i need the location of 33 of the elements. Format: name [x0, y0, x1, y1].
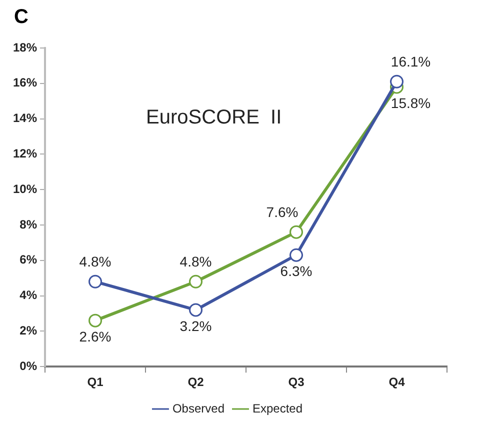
- data-label: 6.3%: [280, 262, 312, 279]
- y-tick-label: 4%: [20, 288, 38, 302]
- y-tick-label: 10%: [12, 182, 38, 196]
- x-tick-label: Q3: [288, 375, 305, 390]
- legend-label: Expected: [252, 401, 303, 416]
- point: [390, 74, 404, 88]
- x-tick-label: Q2: [188, 375, 204, 390]
- x-tick-label: Q1: [87, 375, 104, 390]
- point: [189, 274, 203, 288]
- legend-label: Observed: [172, 401, 224, 416]
- data-label: 16.1%: [390, 53, 431, 70]
- y-tick-label: 14%: [12, 111, 38, 126]
- x-tick-label: Q4: [388, 375, 406, 390]
- data-label: 3.2%: [180, 318, 212, 334]
- data-label: 15.8%: [390, 94, 431, 111]
- annotation: EuroSCORE II: [146, 106, 282, 129]
- y-tick-label: 18%: [12, 40, 38, 54]
- y-tick-label: 12%: [12, 146, 38, 161]
- point: [88, 274, 102, 288]
- data-label: 7.6%: [266, 204, 298, 220]
- point: [290, 225, 304, 239]
- data-label: 2.6%: [79, 328, 112, 344]
- y-tick-label: 8%: [20, 217, 38, 232]
- chart-title: C: [14, 6, 28, 29]
- point: [88, 314, 102, 328]
- data-label: 4.8%: [180, 254, 212, 270]
- data-label: 4.8%: [79, 254, 112, 270]
- y-tick-label: 6%: [20, 252, 38, 267]
- y-tick-label: 0%: [20, 358, 38, 373]
- y-tick-label: 16%: [12, 76, 38, 90]
- y-tick-label: 2%: [20, 324, 38, 338]
- point: [290, 248, 304, 262]
- point: [189, 303, 203, 317]
